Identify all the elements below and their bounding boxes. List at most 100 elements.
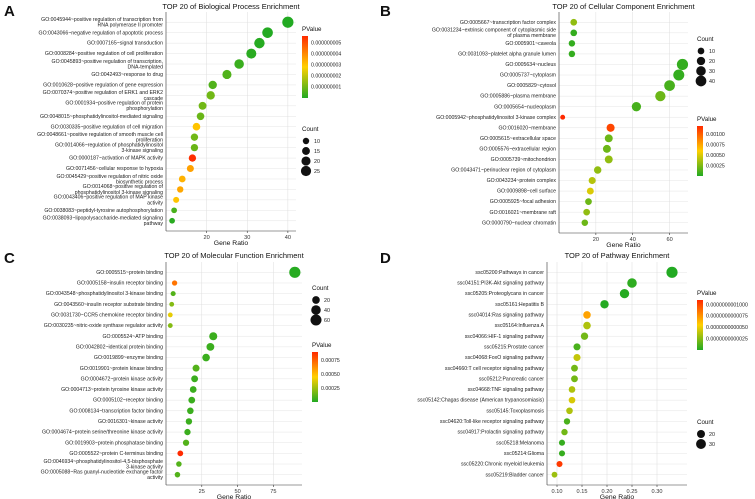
- data-point: [182, 439, 190, 446]
- y-tick-label: GO:0001934~positive regulation of protei…: [65, 101, 163, 113]
- y-tick-label: ssc05214:Glioma: [504, 451, 544, 457]
- count-legend-title: Count: [697, 419, 714, 426]
- y-tick-label: GO:0007165~signal transduction: [87, 41, 163, 47]
- data-point: [583, 321, 591, 330]
- panel-a: A TOP 20 of Biological Process Enrichment…: [4, 2, 341, 247]
- x-tick-label: 40: [285, 235, 291, 241]
- count-legend-title: Count: [312, 285, 329, 292]
- y-tick-label: GO:0046934~phosphatidylinositol-4,5-bisp…: [43, 459, 163, 471]
- data-point: [192, 364, 200, 372]
- count-legend-label: 30: [709, 442, 715, 448]
- x-tick-label: 40: [630, 237, 636, 243]
- colorbar-tick-label: 0.00075: [321, 358, 340, 364]
- y-tick-label: GO:0042493~response to drug: [91, 72, 163, 78]
- data-point: [198, 101, 207, 110]
- data-point: [167, 312, 173, 318]
- count-legend-label: 10: [709, 49, 715, 55]
- panel-letter: C: [4, 250, 15, 267]
- x-tick-label: 0.10: [552, 489, 563, 495]
- data-point: [206, 91, 215, 100]
- y-tick-label: GO:0045429~positive regulation of nitric…: [56, 174, 163, 186]
- y-tick-label: GO:0048661~positive regulation of smooth…: [37, 132, 163, 144]
- data-point: [171, 207, 177, 214]
- count-legend-dot: [311, 305, 321, 315]
- panel-b: B TOP 20 of Cellular Component Enrichment…: [380, 2, 725, 249]
- data-point: [604, 155, 613, 164]
- data-point: [561, 428, 568, 436]
- data-point: [563, 418, 571, 425]
- count-legend-dot: [696, 439, 706, 449]
- data-point: [169, 217, 175, 224]
- y-tick-label: GO:0019903~protein phosphatase binding: [65, 440, 163, 446]
- data-point: [177, 450, 184, 457]
- data-point: [190, 133, 199, 141]
- y-tick-label: GO:0005576~extracellular region: [479, 146, 556, 152]
- data-point: [664, 80, 675, 91]
- y-tick-label: GO:0031730~CCR5 chemokine receptor bindi…: [51, 313, 163, 319]
- data-point: [570, 29, 578, 37]
- data-point: [176, 461, 182, 467]
- y-tick-label: GO:0005515~protein binding: [96, 270, 163, 276]
- colorbar-tick-label: 0.000000003: [311, 63, 341, 69]
- data-point: [171, 280, 178, 286]
- data-point: [246, 48, 257, 59]
- data-point: [655, 90, 666, 102]
- y-tick-label: GO:0008284~positive regulation of cell p…: [45, 51, 163, 57]
- y-tick-label: ssc04068:FoxO signaling pathway: [465, 355, 544, 361]
- data-point: [178, 175, 186, 183]
- y-tick-label: GO:0070374~positive regulation of ERK1 a…: [43, 90, 164, 102]
- data-point: [188, 154, 197, 162]
- y-tick-label: GO:0005102~receptor binding: [93, 398, 163, 404]
- y-tick-label: GO:0038083~peptidyl-tyrosine autophospho…: [44, 208, 163, 214]
- y-tick-label: GO:0005739~mitochondrion: [491, 157, 556, 163]
- data-point: [568, 396, 576, 404]
- colorbar-tick-label: 0.00050: [706, 153, 725, 159]
- count-legend-dot: [696, 56, 706, 66]
- y-tick-label: GO:0005667~transcription factor complex: [460, 20, 557, 26]
- data-point: [676, 58, 689, 71]
- data-point: [187, 407, 194, 415]
- data-point: [189, 386, 197, 393]
- data-point: [568, 50, 576, 58]
- colorbar-tick-label: 0.00075: [706, 143, 725, 149]
- chart-title: TOP 20 of Cellular Component Enrichment: [552, 2, 695, 11]
- y-tick-label: ssc04917:Prolactin signaling pathway: [457, 430, 544, 436]
- data-point: [570, 18, 578, 26]
- data-point: [583, 208, 590, 216]
- y-tick-label: GO:0005634~nucleus: [505, 62, 556, 68]
- y-tick-label: GO:0009898~cell surface: [497, 189, 556, 195]
- data-point: [177, 186, 184, 193]
- colorbar-tick-label: 0.000000001: [311, 85, 341, 91]
- data-point: [581, 219, 589, 226]
- y-tick-label: GO:0016301~kinase activity: [98, 419, 163, 425]
- count-legend-label: 20: [314, 159, 320, 165]
- x-tick-label: 20: [204, 235, 210, 241]
- pvalue-colorbar: [312, 352, 318, 402]
- colorbar-tick-label: 0.0000000000075: [706, 314, 748, 320]
- panel-letter: B: [380, 3, 391, 20]
- data-point: [202, 353, 210, 362]
- count-legend-dot: [310, 314, 322, 326]
- colorbar-tick-label: 0.000000004: [311, 52, 341, 58]
- data-point: [571, 375, 578, 383]
- pvalue-legend-title: PValue: [302, 26, 322, 33]
- y-tick-label: GO:0004674~protein serine/threonine kina…: [42, 430, 163, 436]
- y-tick-label: GO:0014066~regulation of phosphatidylino…: [55, 142, 163, 154]
- data-point: [262, 27, 273, 38]
- count-legend-label: 30: [709, 69, 715, 75]
- x-axis-label: Gene Ratio: [606, 242, 641, 249]
- y-tick-label: GO:0014068~positive regulation of phospha…: [75, 184, 164, 196]
- pvalue-colorbar: [697, 126, 703, 176]
- colorbar-tick-label: 0.00050: [321, 372, 340, 378]
- colorbar-tick-label: 0.00025: [706, 163, 725, 169]
- y-tick-label: GO:0042802~identical protein binding: [76, 344, 163, 350]
- chart-title: TOP 20 of Pathway Enrichment: [565, 251, 671, 260]
- plot-area: [547, 262, 687, 485]
- y-tick-label: ssc05200:Pathways in cancer: [475, 270, 544, 276]
- count-legend-label: 40: [709, 79, 715, 85]
- data-point: [556, 460, 563, 468]
- y-tick-label: GO:0043471~perinuclear region of cytopla…: [451, 168, 556, 174]
- y-tick-label: GO:0005615~extracellular space: [480, 136, 556, 142]
- y-tick-label: GO:0008134~transcription factor binding: [69, 408, 163, 414]
- chart-title: TOP 20 of Molecular Function Enrichment: [164, 251, 304, 260]
